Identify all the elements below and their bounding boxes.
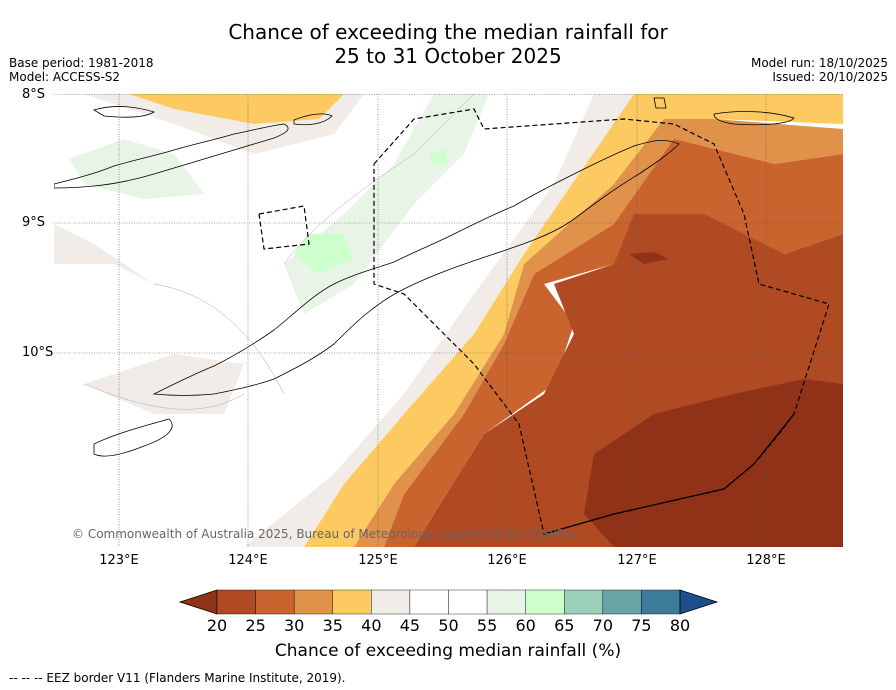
- colorbar-tick-label: 75: [631, 616, 652, 635]
- colorbar-cell: [564, 589, 604, 615]
- meta-right: Model run: 18/10/2025 Issued: 20/10/2025: [751, 56, 888, 84]
- colorbar-extend-low: [178, 589, 218, 615]
- copyright-notice: © Commonwealth of Australia 2025, Bureau…: [72, 527, 578, 541]
- colorbar-tick-label: 30: [283, 616, 305, 635]
- colorbar-title: Chance of exceeding median rainfall (%): [274, 641, 622, 661]
- band-40-45: [244, 94, 634, 547]
- colorbar-cell: [409, 589, 449, 615]
- colorbar-tick-label: 40: [361, 616, 382, 635]
- colorbar-cell: [371, 589, 411, 615]
- lon-label-123e: 123°E: [99, 553, 139, 568]
- base-period: Base period: 1981-2018: [9, 56, 154, 70]
- colorbar-extend-high: [679, 589, 719, 615]
- timor-coastline: [152, 140, 680, 396]
- colorbar-tick-label: 70: [592, 616, 614, 635]
- wetar-coastline: [293, 113, 333, 126]
- colorbar-cell: [293, 589, 333, 615]
- model-name: Model: ACCESS-S2: [9, 70, 121, 84]
- colorbar-cell: [486, 589, 526, 615]
- colorbar-tick-label: 35: [322, 616, 343, 635]
- lon-label-128e: 128°E: [746, 553, 786, 568]
- lat-label-10s: 10°S: [22, 345, 54, 360]
- colorbar-tick-label: 60: [515, 616, 536, 635]
- contour-lines: [83, 94, 475, 410]
- band-25-30: [384, 139, 843, 547]
- north-coast: [713, 111, 795, 126]
- coastlines: [54, 97, 795, 457]
- lat-label-9s: 9°S: [22, 215, 46, 230]
- band-60-65-small: [429, 149, 449, 166]
- chart-title-line1: Chance of exceeding the median rainfall …: [228, 20, 668, 44]
- colorbar-tick-label: 25: [245, 616, 266, 635]
- issued-date: Issued: 20/10/2025: [772, 70, 888, 84]
- island-small-n: [653, 97, 667, 109]
- eez-border: [258, 108, 830, 535]
- band-below-20-spot: [629, 252, 669, 264]
- rainfall-map: [54, 94, 843, 547]
- lon-label-127e: 127°E: [617, 553, 657, 568]
- band-below-20: [584, 379, 843, 547]
- meta-left: Base period: 1981-2018 Model: ACCESS-S2: [9, 56, 154, 84]
- band-40-45-west: [54, 224, 154, 284]
- colorbar-cell: [448, 589, 488, 615]
- colorbar-cell: [255, 589, 295, 615]
- colorbar-cell: [525, 589, 565, 615]
- colorbar-tick-label: 80: [669, 616, 691, 635]
- band-35-40-north: [129, 94, 344, 124]
- colorbar-cell: [602, 589, 642, 615]
- band-55-60-west: [69, 139, 204, 199]
- grid-lines: [54, 94, 843, 547]
- band-30-35: [354, 119, 843, 547]
- colorbar-cell: [216, 589, 256, 615]
- lon-label-124e: 124°E: [228, 553, 268, 568]
- chart-title-line2: 25 to 31 October 2025: [334, 44, 562, 68]
- colorbar-tick-label: 45: [399, 616, 421, 635]
- colorbar-tick-label: 50: [438, 616, 459, 635]
- colorbar-tick-label: 55: [476, 616, 498, 635]
- lat-label-8s: 8°S: [22, 87, 46, 102]
- model-run: Model run: 18/10/2025: [750, 56, 888, 70]
- band-40-45-sw: [84, 354, 244, 414]
- alor-coastline: [93, 106, 155, 118]
- lon-label-125e: 125°E: [358, 553, 398, 568]
- flores-coastline: [54, 123, 289, 189]
- colorbar-cell: [332, 589, 372, 615]
- colorbar-tick-label: 65: [554, 616, 575, 635]
- lon-label-126e: 126°E: [487, 553, 527, 568]
- eez-footnote: -- -- -- EEZ border V11 (Flanders Marine…: [9, 671, 346, 685]
- colorbar-cell: [641, 589, 681, 615]
- sumba-coastline: [93, 418, 173, 457]
- colorbar-tick-label: 20: [206, 616, 228, 635]
- band-35-40: [304, 94, 843, 547]
